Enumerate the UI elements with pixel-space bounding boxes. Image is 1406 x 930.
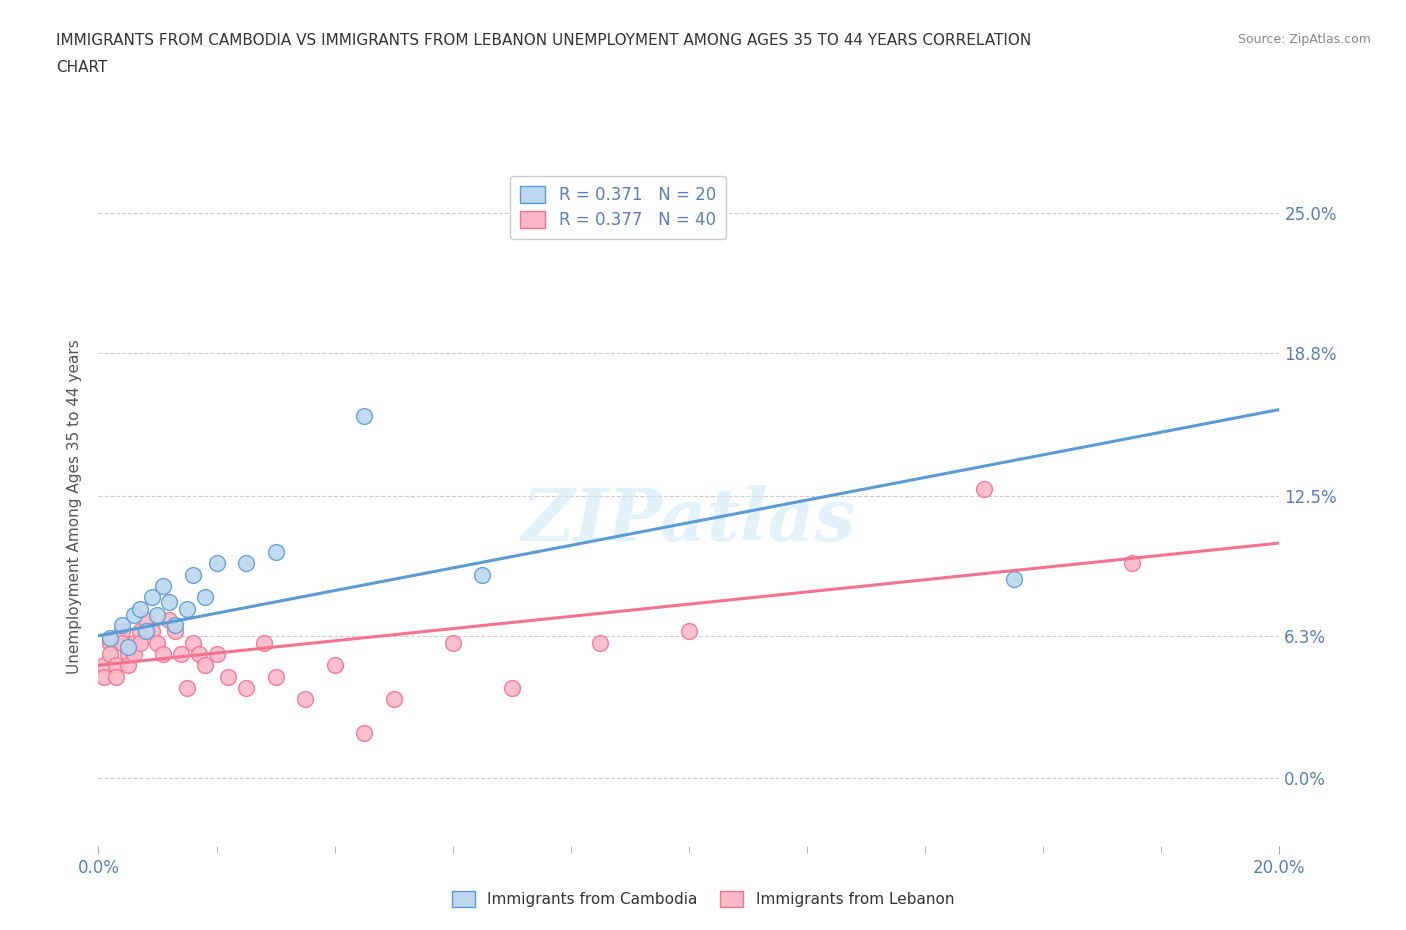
Point [678,624,700,639]
Point [382,692,405,707]
Point [98,646,121,661]
Point [235,681,257,696]
Point [264,545,287,560]
Point [194,590,217,604]
Point [217,670,239,684]
Point [441,635,464,650]
Point [135,624,157,639]
Legend: R = 0.371   N = 20, R = 0.377   N = 40: R = 0.371 N = 20, R = 0.377 N = 40 [510,176,725,239]
Point [165,618,187,632]
Point [93,658,115,672]
Point [181,567,204,582]
Point [181,635,204,650]
Point [157,594,180,609]
Point [105,658,128,672]
Point [194,658,217,672]
Point [1002,572,1025,587]
Point [98,631,121,645]
Text: Source: ZipAtlas.com: Source: ZipAtlas.com [1237,33,1371,46]
Text: IMMIGRANTS FROM CAMBODIA VS IMMIGRANTS FROM LEBANON UNEMPLOYMENT AMONG AGES 35 T: IMMIGRANTS FROM CAMBODIA VS IMMIGRANTS F… [56,33,1032,47]
Point [353,409,375,424]
Point [135,613,157,628]
Point [128,635,150,650]
Point [176,602,198,617]
Point [353,725,375,740]
Point [152,578,174,593]
Point [117,640,139,655]
Point [122,635,145,650]
Point [93,670,115,684]
Point [1121,556,1143,571]
Point [187,646,209,661]
Point [117,658,139,672]
Point [146,635,169,650]
Point [165,624,187,639]
Point [111,618,134,632]
Point [294,692,316,707]
Point [146,608,169,623]
Point [170,646,193,661]
Point [111,624,134,639]
Point [205,646,228,661]
Point [141,590,163,604]
Point [471,567,494,582]
Legend: Immigrants from Cambodia, Immigrants from Lebanon: Immigrants from Cambodia, Immigrants fro… [446,884,960,913]
Text: CHART: CHART [56,60,108,75]
Point [111,635,134,650]
Point [98,635,121,650]
Point [122,608,145,623]
Point [128,602,150,617]
Point [157,613,180,628]
Point [589,635,612,650]
Point [117,646,139,661]
Point [105,670,128,684]
Point [122,646,145,661]
Point [253,635,276,650]
Point [128,624,150,639]
Point [323,658,346,672]
Point [176,681,198,696]
Point [152,646,174,661]
Text: ZIPatlas: ZIPatlas [522,485,856,556]
Point [973,482,995,497]
Point [141,624,163,639]
Point [205,556,228,571]
Y-axis label: Unemployment Among Ages 35 to 44 years: Unemployment Among Ages 35 to 44 years [67,339,83,674]
Point [501,681,523,696]
Point [264,670,287,684]
Point [235,556,257,571]
